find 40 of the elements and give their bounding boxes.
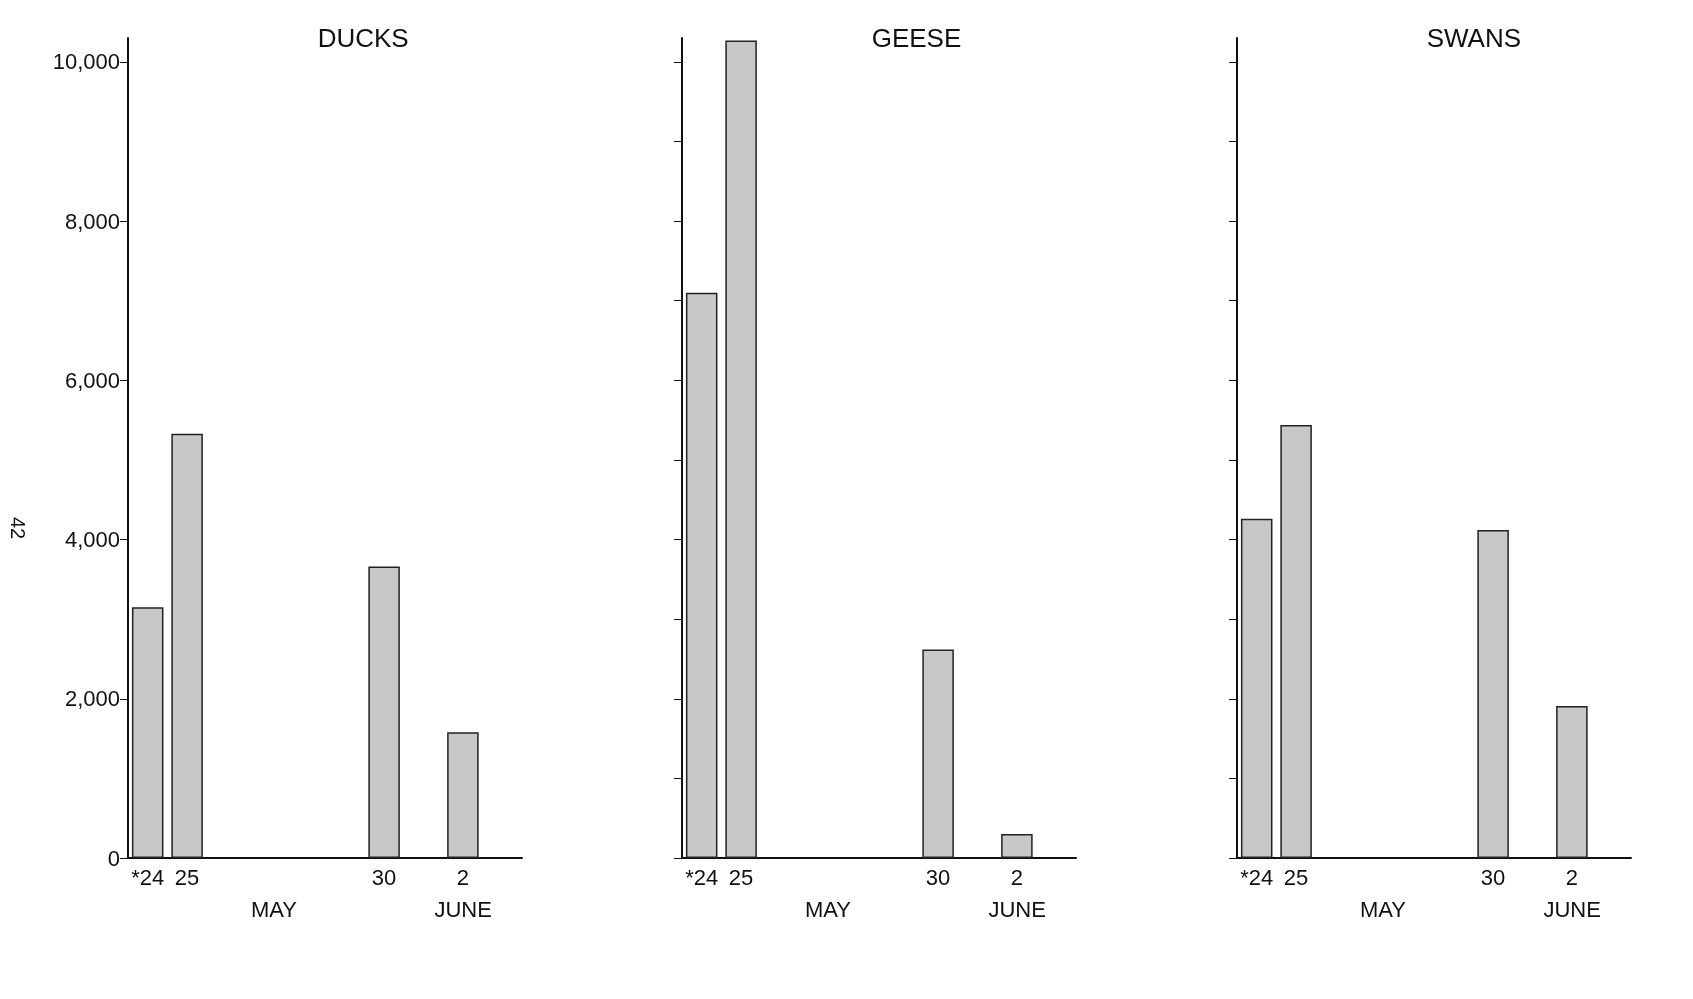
- bar: [1477, 530, 1509, 858]
- x-tick-label: 2: [456, 864, 470, 890]
- y-tick-label: 4,000: [64, 527, 120, 553]
- bar: [1240, 518, 1273, 858]
- y-tick-label: 0: [107, 845, 120, 871]
- bar: [1001, 834, 1033, 858]
- x-tick-label: 30: [1480, 864, 1505, 890]
- y-tick-label: 8,000: [64, 208, 120, 234]
- bar: [922, 649, 955, 858]
- x-tick-label: *24: [685, 864, 719, 890]
- chart-title: GEESE: [872, 23, 962, 53]
- x-tick-label: 2: [1011, 864, 1024, 890]
- y-tick-label: 6,000: [64, 367, 120, 393]
- x-tick-label: 30: [371, 864, 397, 890]
- bar: [171, 433, 203, 858]
- text: MAY: [1359, 896, 1406, 922]
- x-tick-label: 25: [1283, 864, 1308, 890]
- text: JUNE: [434, 896, 492, 922]
- x-tick-label: *24: [131, 864, 165, 890]
- chart-title: SWANS: [1426, 23, 1521, 53]
- bar: [686, 292, 718, 858]
- bar: [447, 732, 479, 858]
- text: JUNE: [1543, 896, 1601, 922]
- x-tick-label: 25: [729, 864, 754, 890]
- x-tick-label: 25: [174, 864, 200, 890]
- chart-title: DUCKS: [317, 23, 409, 53]
- x-tick-label: 2: [1565, 864, 1578, 890]
- y-tick-label: 10,000: [52, 49, 120, 75]
- x-tick-label: *24: [1239, 864, 1273, 890]
- bar: [368, 566, 400, 858]
- bar: [1280, 424, 1312, 858]
- text: MAY: [250, 896, 298, 922]
- bar: [725, 40, 758, 858]
- y-tick-label: 2,000: [64, 686, 120, 712]
- bar: [131, 607, 164, 858]
- x-tick-label: 30: [926, 864, 951, 890]
- text: 42: [7, 516, 29, 540]
- text: MAY: [805, 896, 852, 922]
- bar: [1555, 705, 1588, 858]
- text: JUNE: [988, 896, 1047, 922]
